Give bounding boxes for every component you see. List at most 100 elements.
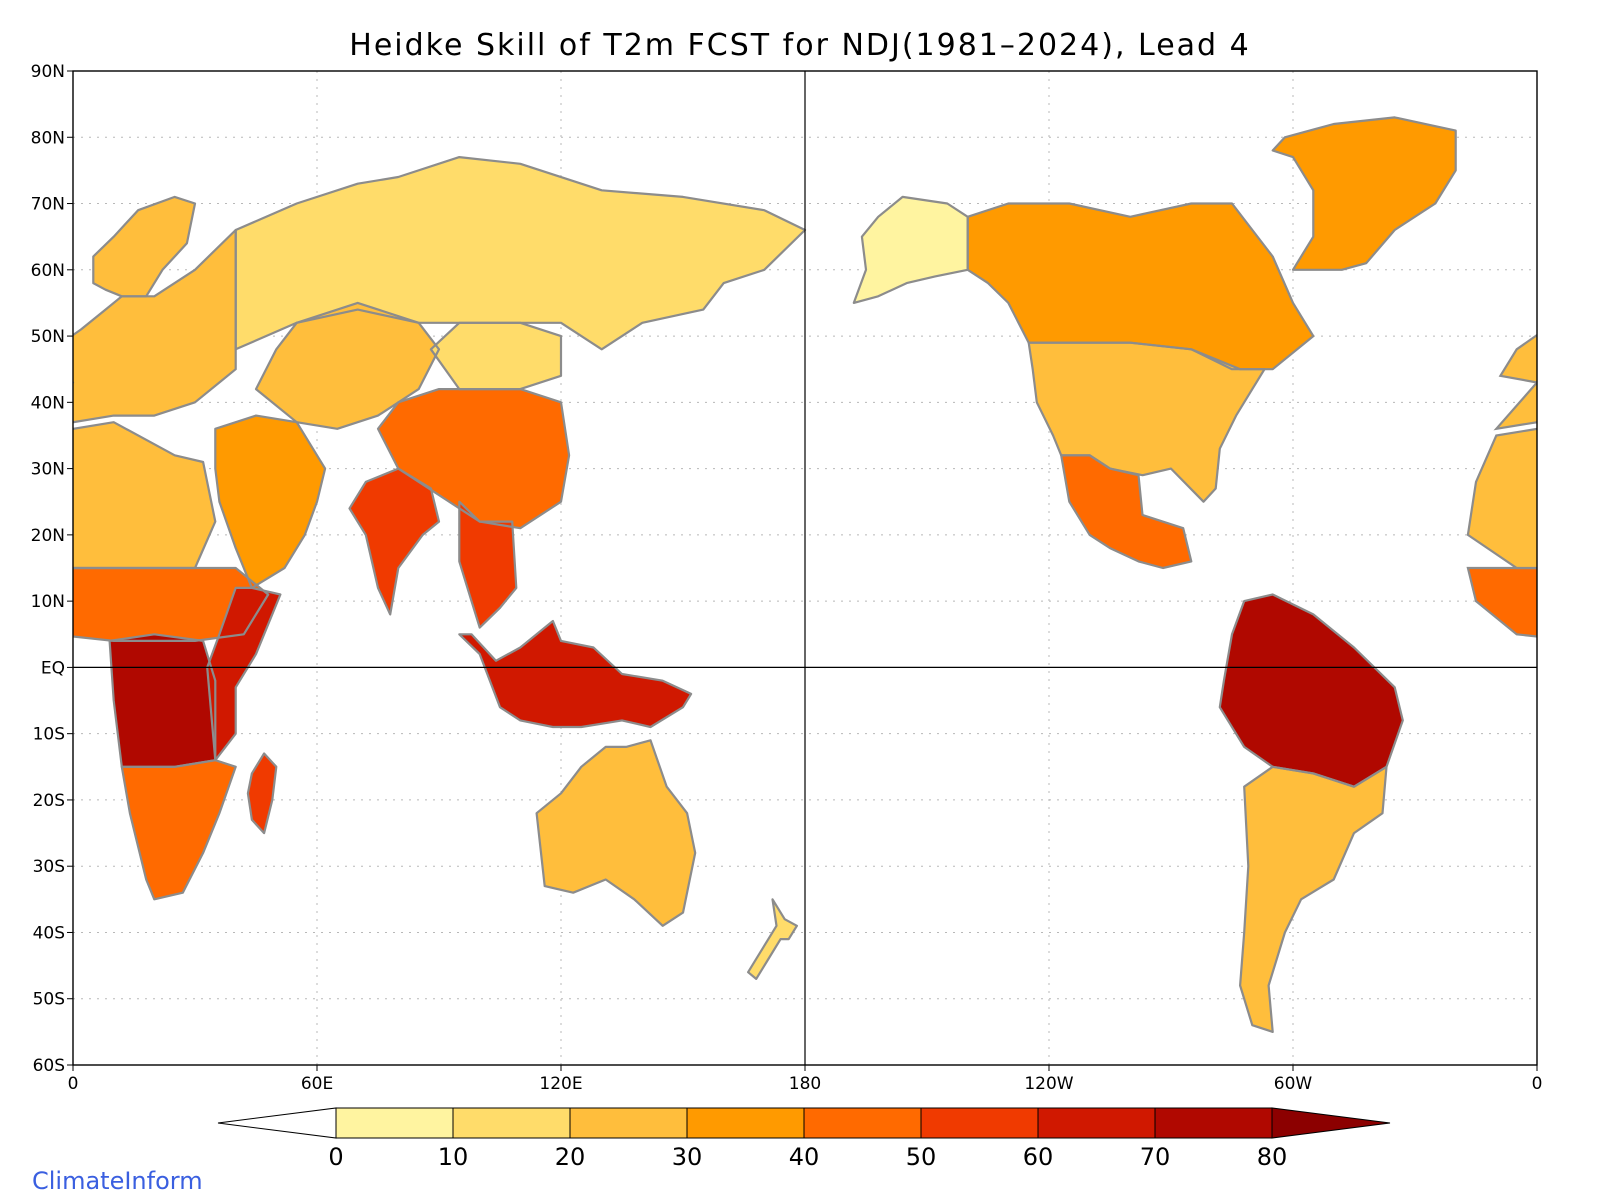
- colorbar-bin: [1154, 1107, 1273, 1139]
- longitude-tick-labels: 0 60E 120E 180 120W 60W 0: [68, 1065, 1543, 1094]
- coastline-segment: [92, 195, 197, 298]
- lat-tick-label: 80N: [31, 128, 65, 148]
- region-russia: [235, 157, 805, 350]
- lat-tick-label: 40N: [31, 393, 65, 413]
- coastline-segment: [246, 752, 278, 835]
- colorbar-label: 20: [555, 1143, 586, 1171]
- lat-tick-label: 60S: [33, 1056, 65, 1076]
- colorbar-bin: [1037, 1107, 1156, 1139]
- region-canada: [967, 203, 1314, 370]
- coastline-segment: [376, 388, 571, 530]
- region-mongolia: [430, 322, 561, 390]
- lon-tick-label: 60W: [1274, 1074, 1313, 1094]
- region-greenland: [1272, 117, 1456, 270]
- lon-tick-label: 0: [1532, 1074, 1543, 1094]
- colorbar-bin: [335, 1107, 454, 1139]
- lat-tick-label: EQ: [41, 658, 65, 678]
- lat-tick-label: 40S: [33, 923, 65, 943]
- lon-tick-label: 0: [68, 1074, 79, 1094]
- coastline-segment: [1271, 116, 1457, 271]
- region-india: [349, 468, 439, 615]
- region-europe: [73, 230, 236, 423]
- colorbar-label: 60: [1023, 1143, 1054, 1171]
- skill-colorbar: 0 10 20 30 40 50 60 70 80: [217, 1107, 1391, 1171]
- region-amazon: [1219, 594, 1403, 787]
- colorbar-label: 30: [672, 1143, 703, 1171]
- lat-tick-label: 50S: [33, 990, 65, 1010]
- colorbar-bin: [569, 1107, 688, 1139]
- coastline-segment: [535, 739, 697, 927]
- coastline-segment: [1218, 593, 1404, 788]
- region-scandinavia: [93, 196, 195, 297]
- land-skill-shading: [73, 117, 1537, 1032]
- region-australia: [536, 740, 696, 926]
- lat-tick-label: 60N: [31, 261, 65, 281]
- colorbar-extend-high: [1271, 1107, 1391, 1139]
- region-central-africa: [109, 634, 216, 767]
- lat-tick-label: 70N: [31, 195, 65, 215]
- climateinform-watermark: ClimateInform: [32, 1167, 203, 1195]
- lon-tick-label: 120E: [539, 1074, 582, 1094]
- colorbar-bin: [920, 1107, 1039, 1139]
- colorbar-label: 0: [328, 1143, 343, 1171]
- coastline-segment: [206, 586, 282, 762]
- region-mexico: [1061, 455, 1192, 568]
- colorbar-bin: [452, 1107, 571, 1139]
- coastline-segment: [73, 228, 237, 424]
- coastlines: [73, 116, 1457, 1034]
- region-wrap-europe: [1493, 333, 1537, 431]
- coastline-segment: [458, 500, 518, 629]
- coastline-segment: [1060, 454, 1193, 570]
- coastline-segment: [73, 566, 270, 643]
- region-sahel: [73, 568, 269, 641]
- lon-tick-label: 120W: [1024, 1074, 1073, 1094]
- lon-tick-label: 180: [789, 1074, 821, 1094]
- colorbar-label: 70: [1140, 1143, 1171, 1171]
- colorbar-label: 50: [906, 1143, 937, 1171]
- lat-tick-label: 10S: [33, 725, 65, 745]
- lat-tick-label: 20N: [31, 526, 65, 546]
- region-usa: [1028, 342, 1265, 502]
- coastline-segment: [254, 301, 441, 430]
- colorbar-label: 40: [789, 1143, 820, 1171]
- colorbar-bin: [686, 1107, 805, 1139]
- lat-tick-label: 30N: [31, 460, 65, 480]
- lon-tick-label: 60E: [301, 1074, 333, 1094]
- lat-tick-label: 90N: [31, 62, 65, 82]
- coastline-segment: [966, 202, 1315, 371]
- map-title: Heidke Skill of T2m FCST for NDJ(1981–20…: [349, 28, 1251, 63]
- region-sahara: [73, 422, 216, 568]
- lat-tick-label: 10N: [31, 592, 65, 612]
- region-madagascar: [247, 753, 277, 834]
- grid-lines: [73, 71, 1537, 1065]
- colorbar-label: 80: [1257, 1143, 1288, 1171]
- region-south-america-south: [1240, 766, 1387, 1032]
- coastline-segment: [458, 619, 693, 729]
- region-central-asia: [256, 302, 439, 429]
- coastline-segment: [73, 421, 217, 570]
- lat-tick-label: 30S: [33, 857, 65, 877]
- region-maritime-continent: [459, 621, 692, 727]
- region-southern-africa: [121, 760, 236, 900]
- lat-tick-label: 50N: [31, 327, 65, 347]
- colorbar-bin: [803, 1107, 922, 1139]
- coastline-segment: [214, 414, 327, 590]
- coastline-segment: [234, 156, 807, 351]
- latitude-tick-labels: 90N 80N 70N 60N 50N 40N 30N 20N 10N EQ 10S 20S 30S 40…: [31, 62, 73, 1076]
- region-se-asia: [459, 501, 517, 628]
- coastline-segment: [1027, 341, 1266, 503]
- lat-tick-label: 20S: [33, 791, 65, 811]
- coastline-segment: [348, 467, 441, 616]
- region-tibet-china: [378, 389, 570, 529]
- coastline-segment: [852, 195, 969, 304]
- region-alaska: [853, 196, 968, 303]
- region-wrap-sahel: [1466, 566, 1537, 638]
- reference-lines: [73, 71, 1537, 1065]
- coastline-segment: [120, 759, 237, 901]
- colorbar-extend-low: [217, 1107, 337, 1139]
- coastline-segment: [1238, 765, 1388, 1034]
- region-wrap-sahara: [1466, 427, 1537, 570]
- coastline-segment: [746, 898, 799, 981]
- colorbar-label: 10: [438, 1143, 469, 1171]
